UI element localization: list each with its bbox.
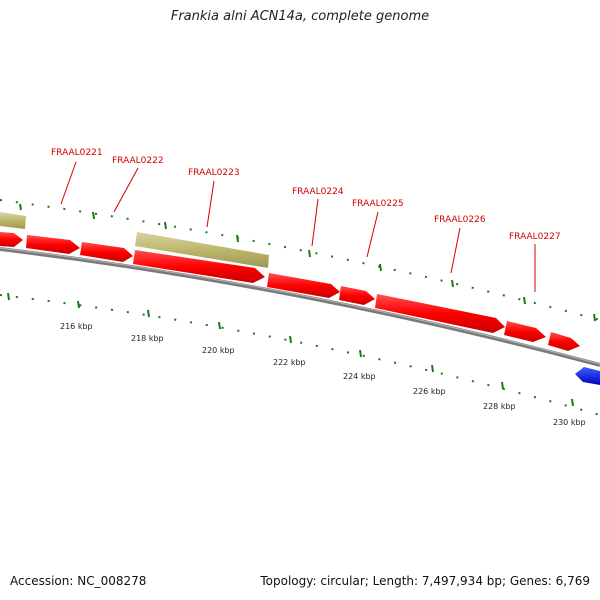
scale-label: 230 kbp <box>553 418 586 427</box>
rna-feature[interactable] <box>135 232 269 268</box>
map-title: Frankia alni ACN14a, complete genome <box>170 9 430 24</box>
scale-label: 218 kbp <box>131 334 164 343</box>
gene-labels: FRAAL0221 FRAAL0222 FRAAL0223 FRAAL0224 … <box>51 148 561 292</box>
gene-label[interactable]: FRAAL0224 <box>292 187 344 197</box>
cds-track <box>0 232 580 351</box>
scale-label: 228 kbp <box>483 402 516 411</box>
cds-feature[interactable] <box>26 235 80 254</box>
scale-labels: 216 kbp 218 kbp 220 kbp 222 kbp 224 kbp … <box>60 322 586 427</box>
gene-label[interactable]: FRAAL0227 <box>509 232 561 242</box>
gene-label[interactable]: FRAAL0223 <box>188 168 240 178</box>
gene-label[interactable]: FRAAL0222 <box>112 156 164 166</box>
cds-feature[interactable] <box>548 332 580 351</box>
cds-feature[interactable] <box>267 273 340 298</box>
gene-label[interactable]: FRAAL0225 <box>352 199 404 209</box>
cds-feature[interactable] <box>133 250 265 283</box>
cds-feature[interactable] <box>80 242 133 262</box>
genome-summary: Topology: circular; Length: 7,497,934 bp… <box>260 574 590 588</box>
cds-feature[interactable] <box>504 321 546 342</box>
scale-label: 222 kbp <box>273 358 306 367</box>
scale-label: 220 kbp <box>202 346 235 355</box>
outer-tick-ring <box>0 199 600 322</box>
cds-feature[interactable] <box>375 294 505 333</box>
scale-label: 224 kbp <box>343 372 376 381</box>
scale-label: 226 kbp <box>413 387 446 396</box>
scale-tick-ring <box>0 292 600 416</box>
cds-feature[interactable] <box>0 232 23 247</box>
accession-label: Accession: NC_008278 <box>10 574 147 588</box>
cds-reverse-feature[interactable] <box>575 367 600 385</box>
scale-label: 216 kbp <box>60 322 93 331</box>
gene-label[interactable]: FRAAL0221 <box>51 148 103 158</box>
genome-backbone <box>0 247 600 367</box>
cds-feature[interactable] <box>339 286 375 305</box>
rna-feature[interactable] <box>0 212 26 229</box>
gene-label[interactable]: FRAAL0226 <box>434 215 486 225</box>
